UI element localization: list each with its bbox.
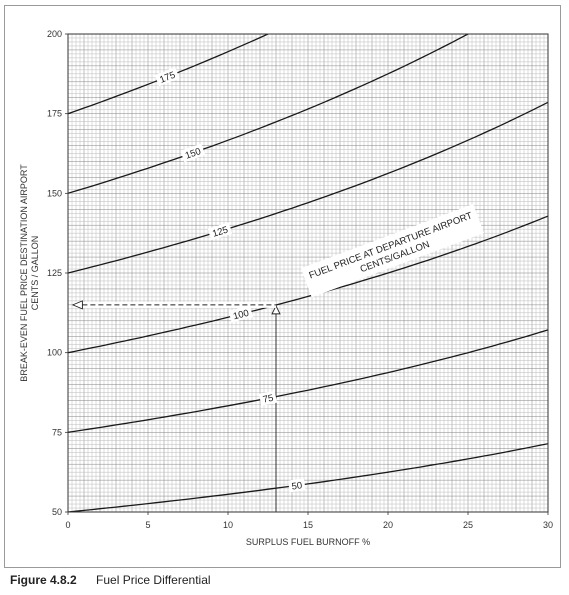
curve-label-bg	[154, 67, 180, 87]
x-tick-label: 0	[65, 520, 70, 530]
curve-label-75: 75	[259, 390, 277, 406]
figure-number: Figure 4.8.2	[10, 573, 77, 587]
chart-curves	[68, 34, 548, 512]
curve-label-text: 100	[232, 308, 250, 323]
y-tick-label: 125	[47, 268, 62, 278]
x-axis-label: SURPLUS FUEL BURNOFF %	[246, 537, 370, 547]
example-arrow-up	[271, 304, 281, 315]
figure-caption: Figure 4.8.2 Fuel Price Differential	[10, 573, 211, 587]
example-reading	[71, 300, 281, 512]
y-tick-label: 50	[52, 507, 62, 517]
chart-grid	[68, 34, 548, 512]
x-tick-label: 15	[303, 520, 313, 530]
curve-label-bg	[259, 390, 277, 406]
curve-label-text: 75	[262, 393, 274, 406]
x-tick-label: 10	[223, 520, 233, 530]
curve-label-text: 50	[291, 480, 303, 492]
y-tick-label: 175	[47, 109, 62, 119]
curve-labels: 50 75 100 125 150 175	[154, 67, 306, 493]
x-tick-label: 5	[145, 520, 150, 530]
curve-175	[68, 34, 270, 115]
y-tick-label: 100	[47, 348, 62, 358]
axis-ticks: 0 5 10 15 20 25 30 50 75 100 125 150 175 200	[47, 29, 553, 530]
curve-label-bg	[288, 478, 306, 493]
curve-label-text: 150	[184, 146, 203, 162]
curve-150	[68, 34, 470, 194]
curve-label-150: 150	[180, 143, 206, 163]
curve-75	[68, 329, 548, 433]
y-tick-label: 200	[47, 29, 62, 39]
plot-border	[67, 33, 549, 513]
y-axis-label-line: BREAK-EVEN FUEL PRICE DESTINATION AIRPOR…	[19, 164, 29, 382]
curve-label-bg	[180, 143, 206, 163]
x-tick-label: 25	[463, 520, 473, 530]
example-arrow-left	[71, 300, 83, 310]
annotation-bg	[300, 203, 485, 298]
x-tick-label: 20	[383, 520, 393, 530]
curve-label-text: 125	[211, 225, 229, 240]
figure-title: Fuel Price Differential	[96, 573, 211, 587]
curve-100	[68, 215, 548, 354]
y-axis-label-line: CENTS / GALLON	[30, 236, 40, 311]
curve-label-bg	[228, 305, 253, 323]
curve-label-50: 50	[288, 478, 306, 493]
curve-label-text: 175	[158, 70, 177, 86]
curve-50	[68, 443, 548, 512]
curve-label-bg	[207, 222, 233, 241]
y-tick-label: 75	[52, 427, 62, 437]
x-tick-label: 30	[543, 520, 553, 530]
figure-frame	[4, 5, 561, 568]
curve-label-100: 100	[228, 305, 253, 323]
y-tick-label: 150	[47, 188, 62, 198]
curve-125	[68, 101, 548, 274]
curve-label-125: 125	[207, 222, 233, 241]
curve-label-175: 175	[154, 67, 180, 87]
y-axis-label: BREAK-EVEN FUEL PRICE DESTINATION AIRPOR…	[19, 164, 40, 382]
